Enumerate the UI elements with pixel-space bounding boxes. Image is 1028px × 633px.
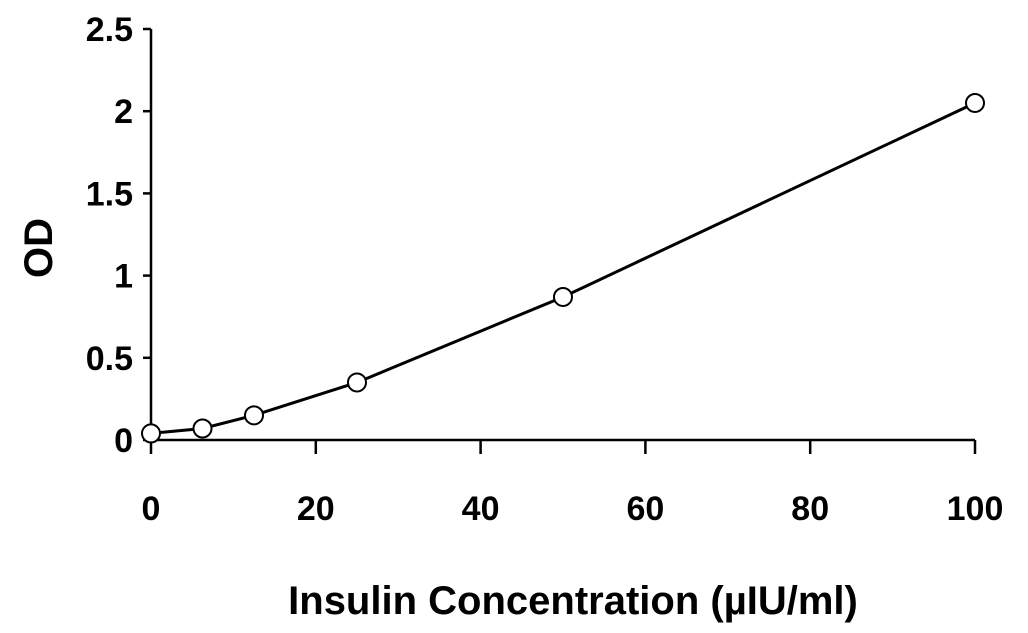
series-line bbox=[150, 101, 976, 435]
y-tick-label: 1 bbox=[114, 258, 133, 296]
x-tick-label: 80 bbox=[791, 490, 829, 528]
x-tick-label: 20 bbox=[297, 490, 335, 528]
x-tick-label: 60 bbox=[626, 490, 664, 528]
data-point bbox=[192, 418, 213, 439]
y-tick-label: 0.5 bbox=[86, 340, 133, 378]
y-axis-title: OD bbox=[17, 218, 61, 278]
y-tick-label: 2.5 bbox=[86, 11, 133, 49]
data-point bbox=[347, 372, 367, 393]
y-tick-label: 2 bbox=[114, 93, 133, 131]
y-tick-label: 0 bbox=[114, 422, 133, 460]
y-tick-label: 1.5 bbox=[86, 175, 133, 213]
axes: 0 0.5 1 1.5 2 2.5 0 20 40 60 80 100 bbox=[86, 11, 1004, 528]
data-point bbox=[965, 92, 985, 113]
data-point bbox=[141, 423, 161, 444]
x-tick-label: 0 bbox=[142, 490, 161, 528]
data-point bbox=[553, 286, 573, 307]
x-tick-label: 40 bbox=[462, 490, 500, 528]
x-tick-label: 100 bbox=[947, 490, 1004, 528]
data-point bbox=[244, 405, 264, 426]
series-layer bbox=[141, 92, 985, 444]
x-axis-title: Insulin Concentration (µIU/ml) bbox=[288, 579, 858, 623]
